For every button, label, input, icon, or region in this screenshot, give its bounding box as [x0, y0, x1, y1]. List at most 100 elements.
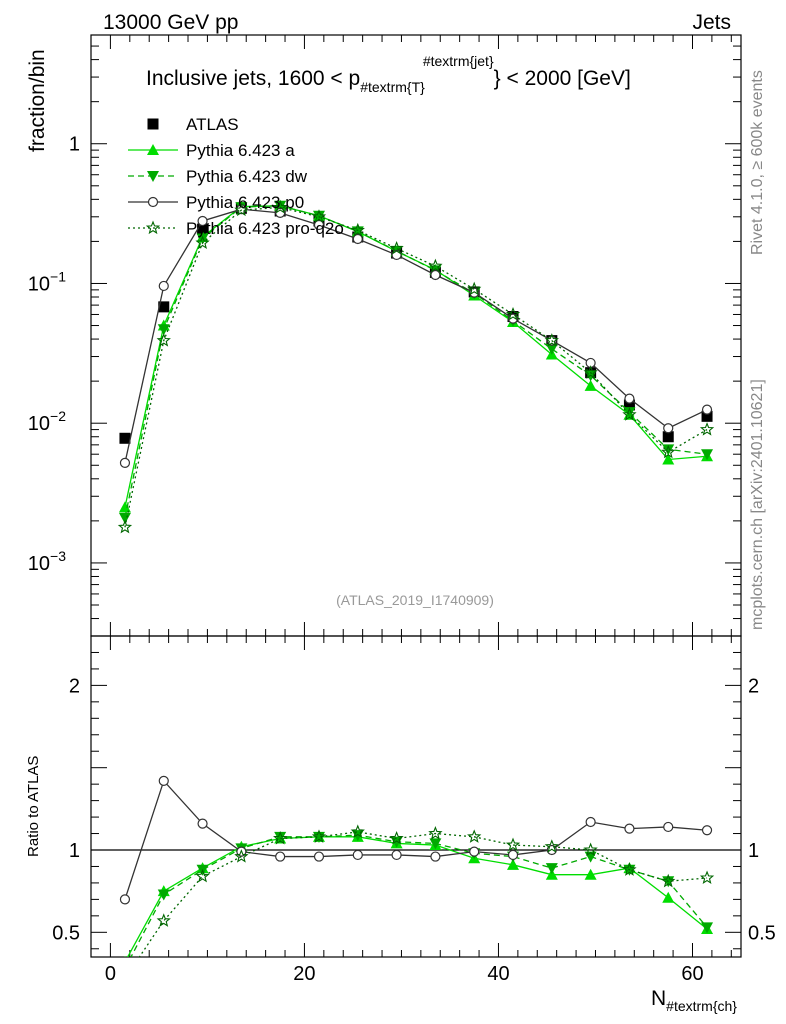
ratio-point-a	[507, 858, 520, 870]
data-point-proq2o	[389, 240, 404, 255]
ratio-series-group	[119, 775, 715, 957]
data-point-proq2o	[622, 407, 637, 421]
data-point-dw	[623, 407, 636, 419]
data-point-p0	[624, 393, 635, 404]
ratio-point-proq2o	[622, 862, 637, 876]
data-point-atlas	[623, 399, 635, 411]
ratio-point-proq2o	[350, 824, 365, 838]
data-point-proq2o	[156, 333, 171, 347]
data-point-proq2o	[350, 222, 365, 237]
analysis-watermark: (ATLAS_2019_I1740909)	[336, 592, 494, 608]
data-point-proq2o	[544, 333, 559, 347]
x-axis-title: N#textrm{ch}	[651, 987, 737, 1014]
ratio-point-proq2o	[389, 830, 404, 845]
ratio-series-clipped	[119, 775, 715, 957]
ratio-y-tick-label: 2	[69, 675, 80, 697]
ratio-point-p0	[469, 846, 480, 857]
series-a	[118, 199, 714, 513]
data-point-p0	[352, 233, 363, 245]
series-p0	[119, 204, 713, 468]
ratio-point-p0	[430, 851, 441, 862]
data-point-dw	[196, 233, 209, 245]
ratio-point-proq2o	[467, 829, 482, 843]
data-point-dw	[701, 449, 714, 461]
data-point-dw	[157, 324, 170, 336]
main-plot-title: Inclusive jets, 1600 < p#textrm{T}#textr…	[146, 53, 631, 95]
ratio-line-p0	[124, 779, 708, 900]
legend-marker-dw	[147, 171, 159, 182]
ratio-y-tick-label-right: 1	[748, 840, 759, 862]
legend-marker-p0	[147, 196, 159, 208]
ratio-point-a	[584, 868, 597, 880]
series-line-dw	[124, 205, 708, 519]
ratio-point-proq2o	[699, 870, 715, 885]
ratio-point-proq2o	[661, 873, 676, 888]
legend-label-p0: Pythia 6.423 p0	[186, 193, 304, 212]
x-tick-label: 20	[293, 963, 315, 985]
ratio-point-p0	[391, 849, 402, 861]
data-point-a	[662, 453, 675, 465]
ratio-axis-ticks: 0.5 0.5 1 1 2 2	[52, 651, 776, 950]
data-point-dw	[545, 343, 558, 355]
ratio-point-p0	[352, 849, 363, 861]
ratio-point-a	[124, 955, 126, 957]
legend-marker-a	[147, 144, 159, 155]
data-point-proq2o	[505, 306, 521, 321]
ratio-y-axis-title: Ratio to ATLAS	[25, 756, 42, 857]
legend-label-dw: Pythia 6.423 dw	[186, 167, 308, 186]
legend-item-a: Pythia 6.423 a	[128, 141, 295, 160]
data-point-proq2o	[195, 235, 210, 250]
data-point-atlas	[662, 431, 674, 443]
ratio-point-p0	[158, 775, 169, 786]
data-point-p0	[313, 219, 325, 231]
ratio-point-dw	[274, 831, 287, 843]
main-series-group	[117, 199, 715, 534]
ratio-y-tick-label-right: 0.5	[748, 922, 776, 944]
legend-item-p0: Pythia 6.423 p0	[128, 193, 304, 212]
legend-marker-atlas	[147, 118, 159, 130]
ratio-point-p0	[624, 823, 635, 834]
ratio-point-proq2o	[156, 913, 171, 927]
ratio-point-p0	[585, 816, 596, 828]
ratio-point-p0	[275, 851, 286, 862]
data-point-dw	[662, 444, 675, 456]
ratio-series-dw	[130, 830, 714, 957]
ratio-point-p0	[119, 894, 131, 905]
ratio-series-proq2o	[138, 824, 715, 957]
legend-item-proq2o: Pythia 6.423 pro-q2o	[128, 219, 344, 238]
ratio-line-proq2o	[138, 831, 708, 957]
legend-item-dw: Pythia 6.423 dw	[128, 167, 308, 186]
ratio-point-p0	[701, 825, 713, 836]
data-point-proq2o	[467, 281, 482, 296]
data-point-p0	[197, 215, 208, 227]
main-series-clipped	[117, 199, 715, 534]
main-axis-ticks: 10−3 10−2 10−1 1	[28, 34, 741, 637]
ratio-point-p0	[663, 821, 674, 833]
ratio-point-proq2o	[195, 868, 210, 883]
legend-label-a: Pythia 6.423 a	[186, 141, 295, 160]
ratio-point-proq2o	[505, 837, 521, 852]
x-tick-label: 40	[487, 963, 509, 985]
data-point-atlas	[701, 410, 713, 422]
data-point-atlas	[158, 301, 170, 313]
ratio-point-proq2o	[428, 826, 443, 840]
data-point-proq2o	[234, 202, 249, 217]
ratio-y-tick-label-right: 2	[748, 675, 759, 697]
ratio-plot-frame	[90, 635, 742, 958]
data-point-proq2o	[273, 199, 288, 214]
ratio-point-dw	[429, 838, 442, 850]
data-point-proq2o	[583, 365, 598, 379]
series-line-p0	[124, 208, 708, 464]
ratio-point-proq2o	[273, 830, 288, 845]
data-point-p0	[430, 269, 441, 281]
data-point-proq2o	[428, 258, 443, 273]
x-tick-label: 60	[681, 963, 703, 985]
ratio-series-a	[124, 830, 714, 957]
data-point-p0	[663, 423, 674, 434]
data-point-p0	[275, 207, 286, 218]
legend: ATLAS Pythia 6.423 a Pythia 6.423 dw Pythia…	[128, 115, 344, 238]
ratio-point-dw	[701, 922, 714, 934]
legend-label-proq2o: Pythia 6.423 pro-q2o	[186, 219, 344, 238]
series-atlas	[119, 202, 713, 444]
